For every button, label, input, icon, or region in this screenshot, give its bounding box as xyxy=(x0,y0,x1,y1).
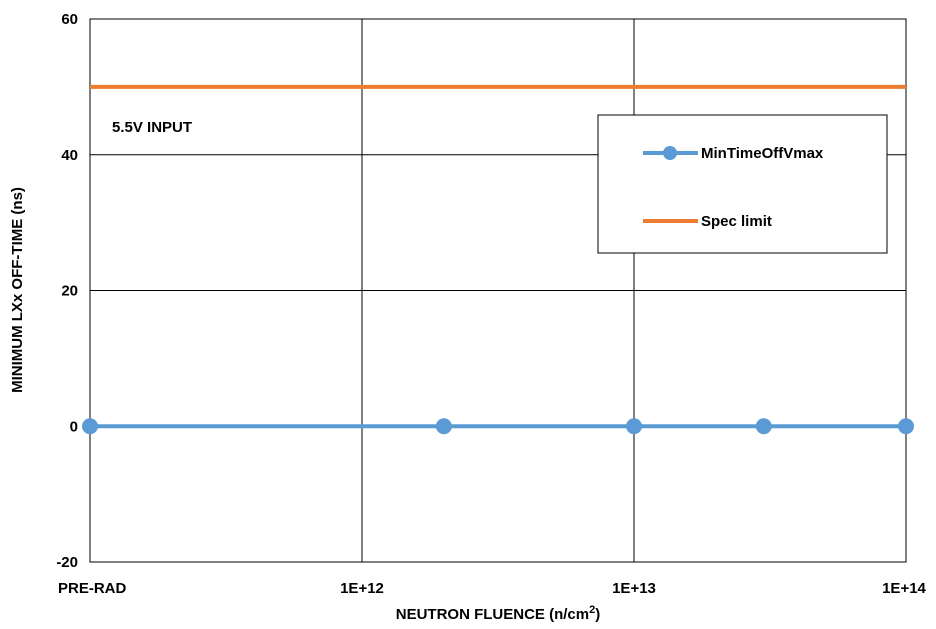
data-point xyxy=(898,418,914,435)
legend: MinTimeOffVmax Spec limit xyxy=(597,114,888,254)
y-tick-label: 60 xyxy=(61,11,78,28)
grid-layer xyxy=(89,18,907,563)
y-tick-labels: -20 0 20 40 60 xyxy=(56,11,78,571)
y-tick-label: 40 xyxy=(61,147,78,164)
plot-frame xyxy=(89,18,907,563)
x-tick-label: 1E+12 xyxy=(340,580,384,597)
x-tick-labels: PRE-RAD 1E+12 1E+13 1E+14 xyxy=(58,580,927,597)
annotation-label: 5.5V INPUT xyxy=(112,119,192,136)
legend-marker xyxy=(663,146,677,160)
x-tick-label: 1E+13 xyxy=(612,580,656,597)
data-point xyxy=(435,418,452,435)
y-axis-title: MINIMUM LXx OFF-TIME (ns) xyxy=(9,187,26,393)
x-tick-label: 1E+14 xyxy=(882,580,926,597)
legend-box xyxy=(597,114,888,254)
legend-label: Spec limit xyxy=(701,213,772,230)
series-layer xyxy=(82,84,914,435)
y-tick-label: 0 xyxy=(70,418,78,435)
x-tick-label: PRE-RAD xyxy=(58,580,127,597)
y-tick-label: 20 xyxy=(61,283,78,300)
data-point xyxy=(626,418,642,435)
data-point xyxy=(82,418,98,435)
data-point xyxy=(755,418,772,435)
y-tick-label: -20 xyxy=(56,554,78,571)
x-axis-title: NEUTRON FLUENCE (n/cm2) xyxy=(396,604,600,623)
legend-label: MinTimeOffVmax xyxy=(701,145,824,162)
